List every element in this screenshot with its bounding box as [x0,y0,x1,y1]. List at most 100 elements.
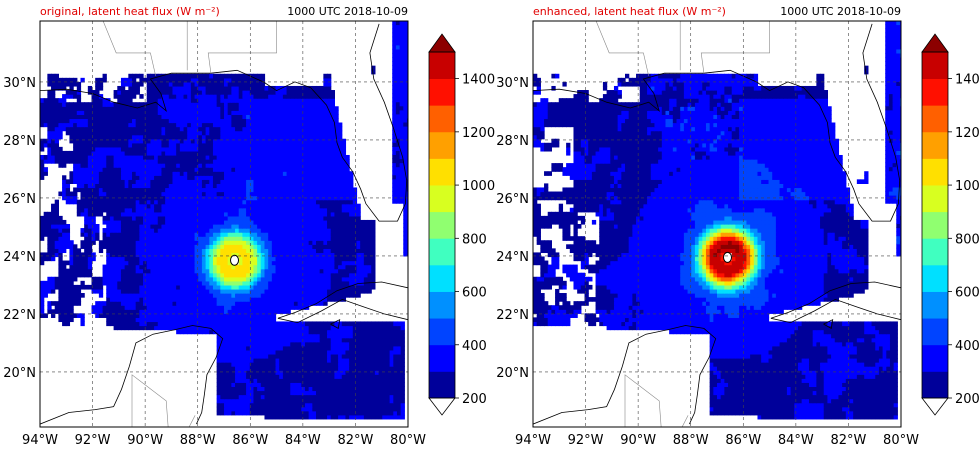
heatmap-chart-original: 94°W 92°W 90°W 88°W 86°W 84°W 82°W 80°W 20°N 22°N… [3,20,495,448]
colorbar-frame [921,51,949,399]
colorbar-segment [922,318,948,346]
coastline [277,281,408,319]
y-tick-label: 22°N [3,308,36,323]
colorbar-tick-label: 200 [955,392,980,407]
coastline [770,281,901,319]
x-tick-label: 84°W [778,433,814,448]
colorbar-tick-label: 1200 [955,126,980,141]
colorbar-segment [429,158,455,186]
colorbar-segment [429,318,455,346]
border-line [207,21,277,74]
panel-enhanced: enhanced, latent heat flux (W m⁻²) 1000 … [493,0,980,451]
colorbar: 200 400 600 800 1000 1200 1400 [428,33,495,416]
colorbar-segment [429,344,455,372]
x-tick-label: 86°W [232,433,268,448]
border-line [700,21,770,74]
x-tick-label: 82°W [830,433,866,448]
coastline [533,23,901,222]
x-tick-label: 80°W [883,433,919,448]
coastline [40,23,408,222]
y-tick-label: 26°N [496,192,529,207]
colorbar-segment [922,52,948,80]
y-tick-label: 28°N [496,134,529,149]
colorbar-tick-label: 600 [955,286,980,301]
gridlines [40,21,408,427]
heatmap-chart-enhanced: 94°W 92°W 90°W 88°W 86°W 84°W 82°W 80°W 20°N 22°N… [496,20,980,448]
colorbar-segment [922,264,948,292]
colorbar-segment [922,238,948,266]
colorbar-segment [922,371,948,399]
plot-frame [39,20,409,428]
y-tick-label: 20°N [3,366,36,381]
colorbar-segment [429,238,455,266]
flux-field [40,21,408,420]
x-tick-label: 86°W [725,433,761,448]
panel-time-label: 1000 UTC 2018-10-09 [780,5,901,18]
border-line [624,374,662,427]
colorbar-segment [429,131,455,159]
coastline [823,319,834,330]
x-tick-label: 88°W [673,433,709,448]
x-tick-label: 94°W [515,433,551,448]
colorbar-segment [922,78,948,106]
colorbar-segment [922,291,948,319]
x-tick-label: 82°W [337,433,373,448]
x-tick-label: 90°W [620,433,656,448]
panel-time-label: 1000 UTC 2018-10-09 [287,5,408,18]
coastline [533,325,717,425]
colorbar-segment [922,344,948,372]
hurricane-eye [230,254,240,266]
panel-original: original, latent heat flux (W m⁻²) 1000 … [3,5,495,448]
flux-field [533,21,901,420]
y-tick-label: 26°N [3,192,36,207]
colorbar-segment [922,158,948,186]
colorbar-segment [429,211,455,239]
x-tick-label: 80°W [390,433,426,448]
colorbar-segment [922,185,948,213]
colorbar-segment [922,211,948,239]
colorbar-extend-under [921,397,949,416]
colorbar-tick-label: 1400 [955,73,980,88]
y-tick-label: 24°N [496,250,529,265]
colorbar-segment [429,371,455,399]
colorbar-extend-over [428,33,456,53]
coastline [330,319,341,330]
colorbar-segment [922,105,948,133]
y-tick-label: 30°N [3,76,36,91]
colorbar-tick-label: 1000 [462,179,495,194]
colorbar-tick-label: 1400 [462,73,495,88]
colorbar-tick-label: 1000 [955,179,980,194]
border-line [102,21,156,77]
x-tick-label: 92°W [75,433,111,448]
borders [102,21,277,427]
colorbar-segment [429,185,455,213]
y-tick-label: 30°N [496,76,529,91]
colorbar-segment [429,52,455,80]
border-line [681,415,689,427]
colorbar: 200 400 600 800 1000 1200 1400 [921,33,980,416]
y-tick-label: 28°N [3,134,36,149]
gridlines [533,21,901,427]
border-line [595,21,649,77]
x-tick-label: 90°W [127,433,163,448]
colorbar-segment [429,291,455,319]
colorbar-tick-label: 400 [462,339,487,354]
x-tick-label: 88°W [180,433,216,448]
x-tick-label: 92°W [568,433,604,448]
y-tick-label: 24°N [3,250,36,265]
y-tick-label: 20°N [496,366,529,381]
colorbar-extend-under [428,397,456,416]
colorbar-segment [429,264,455,292]
colorbar-segment [429,78,455,106]
panel-title: original, latent heat flux (W m⁻²) [40,5,220,18]
colorbar-tick-label: 800 [955,232,980,247]
y-tick-label: 22°N [496,308,529,323]
colorbar-frame [428,51,456,399]
hurricane-eye [723,251,733,263]
colorbar-segment [429,105,455,133]
borders [595,21,770,427]
panel-title: enhanced, latent heat flux (W m⁻²) [533,5,726,18]
colorbar-tick-label: 600 [462,286,487,301]
border-line [188,415,196,427]
colorbar-tick-label: 800 [462,232,487,247]
